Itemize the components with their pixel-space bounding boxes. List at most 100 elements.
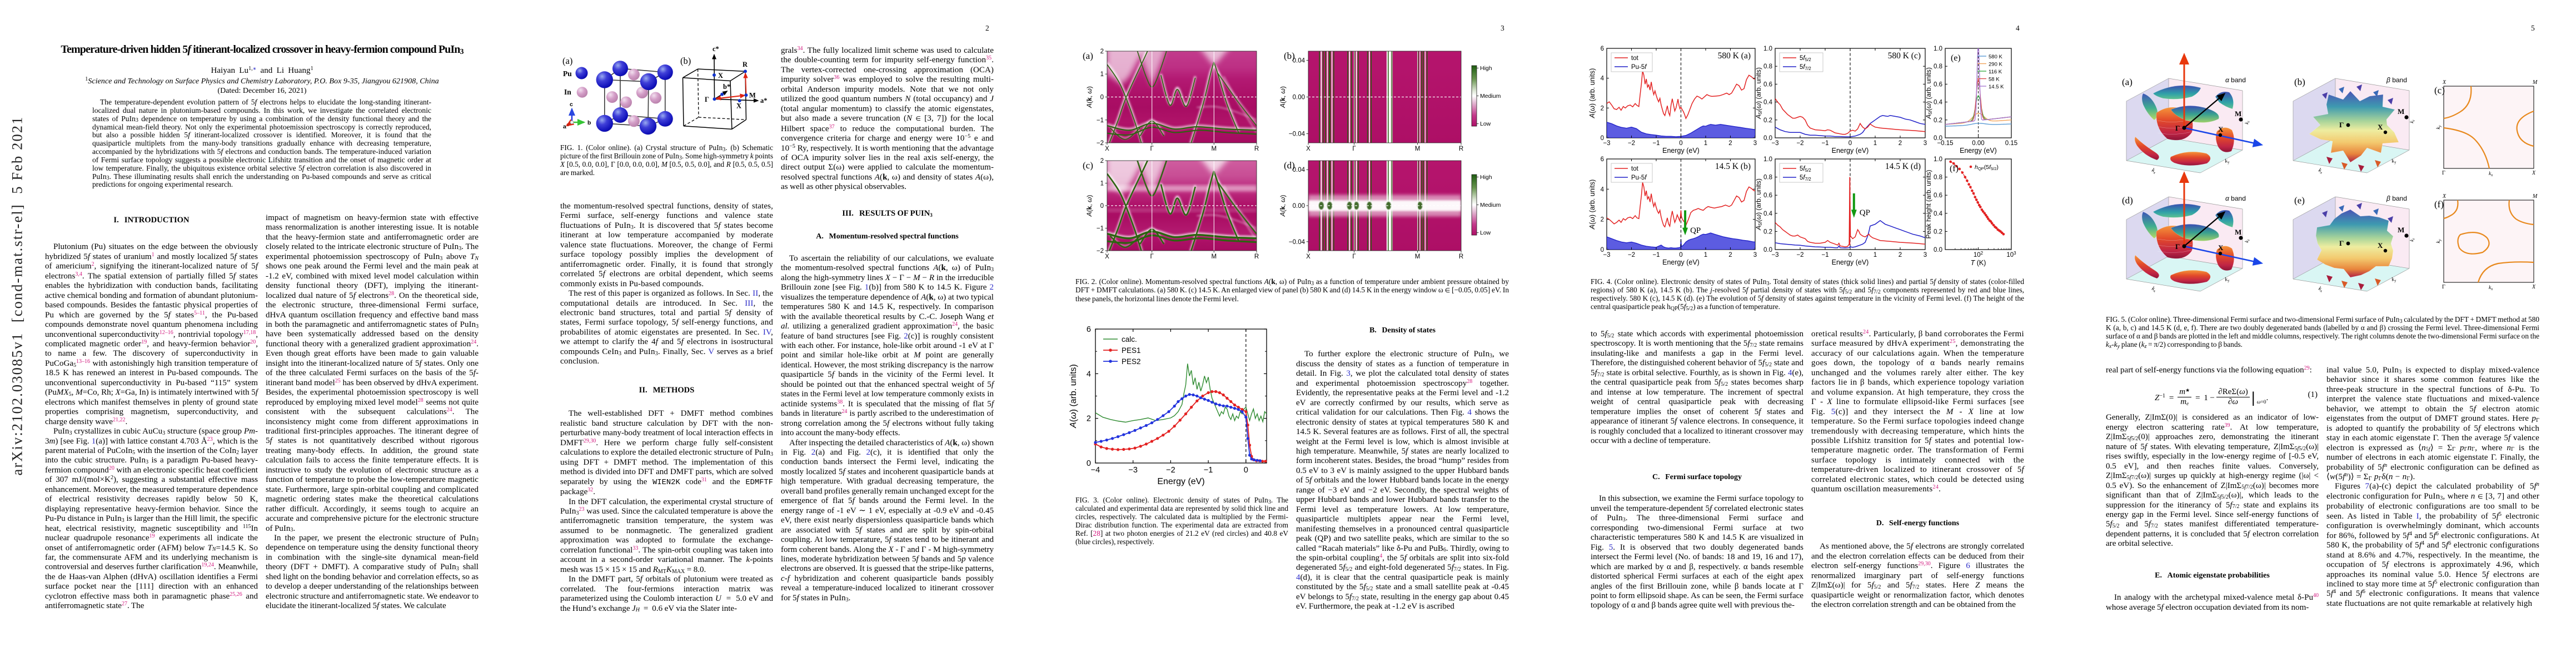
svg-text:580 K (a): 580 K (a) — [1718, 51, 1751, 61]
svg-text:kz: kz — [2409, 237, 2416, 242]
svg-text:−1: −1 — [1652, 140, 1660, 147]
svg-text:a: a — [563, 123, 566, 130]
svg-text:1: 1 — [1704, 252, 1707, 258]
svg-text:X: X — [2218, 125, 2224, 133]
svg-text:A5f(ω) (arb. units): A5f(ω) (arb. units) — [1925, 67, 1933, 120]
svg-text:3: 3 — [1753, 252, 1757, 258]
svg-text:2: 2 — [1100, 48, 1104, 55]
svg-text:1.0: 1.0 — [1763, 156, 1772, 163]
svg-text:X: X — [2378, 123, 2383, 131]
svg-text:−3: −3 — [1771, 140, 1778, 147]
svg-text:Energy (eV): Energy (eV) — [1662, 147, 1700, 155]
svg-text:3: 3 — [1924, 252, 1927, 258]
svg-text:tot: tot — [1631, 166, 1639, 172]
svg-text:0: 0 — [1244, 466, 1248, 475]
svg-text:−1: −1 — [1097, 226, 1104, 232]
svg-text:0.2: 0.2 — [1763, 228, 1772, 235]
svg-text:T (K): T (K) — [1971, 259, 1986, 267]
svg-text:Energy (eV): Energy (eV) — [1832, 147, 1869, 155]
svg-text:0.2: 0.2 — [1934, 228, 1942, 235]
svg-text:M: M — [749, 92, 756, 99]
svg-text:−0.15: −0.15 — [1937, 140, 1953, 147]
svg-text:X: X — [1105, 146, 1109, 152]
svg-text:M: M — [1212, 146, 1217, 152]
svg-text:PES2: PES2 — [1122, 357, 1141, 366]
svg-text:0.4: 0.4 — [1934, 99, 1943, 106]
svg-text:hQP(5f5/2): hQP(5f5/2) — [1975, 164, 1999, 171]
svg-text:−4: −4 — [1091, 466, 1100, 475]
svg-text:Γ: Γ — [2175, 242, 2180, 251]
svg-text:5f5/2: 5f5/2 — [1800, 166, 1811, 173]
svg-text:α band: α band — [2225, 195, 2246, 202]
svg-text:Medium: Medium — [1480, 202, 1501, 208]
svg-text:0.8: 0.8 — [1934, 63, 1942, 70]
svg-text:Γ: Γ — [2442, 170, 2445, 176]
svg-text:b*: b* — [723, 83, 730, 91]
svg-text:A(k, ω): A(k, ω) — [1085, 195, 1093, 217]
svg-text:M: M — [2235, 109, 2241, 118]
svg-text:14.5 K: 14.5 K — [1989, 84, 2004, 90]
svg-text:580 K (c): 580 K (c) — [1888, 51, 1921, 61]
svg-text:0.4: 0.4 — [1763, 99, 1773, 106]
svg-text:X: X — [2532, 170, 2536, 176]
svg-text:3: 3 — [1753, 140, 1757, 147]
svg-text:0.8: 0.8 — [1934, 175, 1942, 181]
svg-text:X: X — [1306, 146, 1311, 152]
svg-text:kx: kx — [2150, 286, 2158, 293]
svg-text:0: 0 — [1679, 140, 1682, 147]
svg-text:(f): (f) — [1950, 164, 1959, 173]
svg-text:QP: QP — [1690, 226, 1701, 235]
svg-text:ky: ky — [2391, 157, 2397, 165]
svg-text:−3: −3 — [1603, 140, 1610, 147]
svg-text:Γ: Γ — [2339, 239, 2344, 247]
svg-text:Energy (eV): Energy (eV) — [1662, 258, 1700, 266]
svg-text:−1: −1 — [1821, 140, 1828, 147]
svg-text:Pu-5f: Pu-5f — [1631, 175, 1647, 181]
svg-text:(a): (a) — [562, 56, 572, 66]
svg-text:0.8: 0.8 — [1763, 175, 1772, 181]
svg-text:ky: ky — [2224, 276, 2230, 283]
svg-text:0.04: 0.04 — [1293, 167, 1306, 173]
svg-text:X: X — [736, 102, 741, 110]
svg-text:M: M — [1212, 253, 1217, 260]
svg-text:0.2: 0.2 — [1934, 117, 1942, 124]
svg-text:kx: kx — [2489, 171, 2493, 177]
svg-text:0.00: 0.00 — [1293, 94, 1305, 101]
svg-text:14.5 K (b): 14.5 K (b) — [1715, 162, 1751, 171]
svg-text:(d): (d) — [2122, 195, 2133, 206]
svg-text:R: R — [1254, 146, 1259, 152]
svg-text:Energy (eV): Energy (eV) — [1157, 477, 1204, 486]
svg-text:2: 2 — [1728, 140, 1732, 147]
svg-text:580 K: 580 K — [1989, 54, 2002, 60]
svg-text:R: R — [1459, 146, 1463, 152]
svg-text:0: 0 — [1601, 135, 1604, 142]
svg-text:Γ: Γ — [1352, 253, 1356, 260]
svg-text:1: 1 — [1874, 252, 1877, 258]
svg-text:0.6: 0.6 — [1763, 81, 1772, 88]
svg-text:X: X — [1105, 253, 1109, 260]
svg-text:(b): (b) — [680, 56, 691, 66]
svg-text:Γ: Γ — [1352, 146, 1356, 152]
svg-text:X: X — [2218, 243, 2224, 252]
svg-text:5f7/2: 5f7/2 — [1800, 175, 1811, 182]
svg-text:ky: ky — [2436, 125, 2442, 129]
svg-text:58 K: 58 K — [1989, 77, 2000, 83]
svg-text:X: X — [718, 72, 723, 79]
svg-text:X: X — [1306, 253, 1311, 260]
svg-text:0: 0 — [1848, 252, 1852, 258]
svg-text:290 K: 290 K — [1989, 62, 2002, 68]
svg-text:3: 3 — [1924, 140, 1927, 147]
svg-text:X: X — [2532, 284, 2536, 290]
svg-text:Peak height (arb. units): Peak height (arb. units) — [1925, 170, 1932, 238]
svg-text:2: 2 — [1087, 415, 1091, 424]
svg-text:kz: kz — [2244, 238, 2251, 243]
svg-text:kx: kx — [2317, 167, 2324, 175]
svg-text:2: 2 — [1601, 217, 1604, 223]
svg-text:M: M — [2235, 228, 2241, 236]
svg-text:kx: kx — [2489, 285, 2493, 291]
svg-text:0.6: 0.6 — [1763, 192, 1772, 199]
svg-text:0.04: 0.04 — [1293, 58, 1306, 64]
svg-text:calc.: calc. — [1122, 335, 1137, 344]
svg-text:A(k, ω): A(k, ω) — [1279, 86, 1287, 108]
svg-text:2: 2 — [1728, 252, 1732, 258]
